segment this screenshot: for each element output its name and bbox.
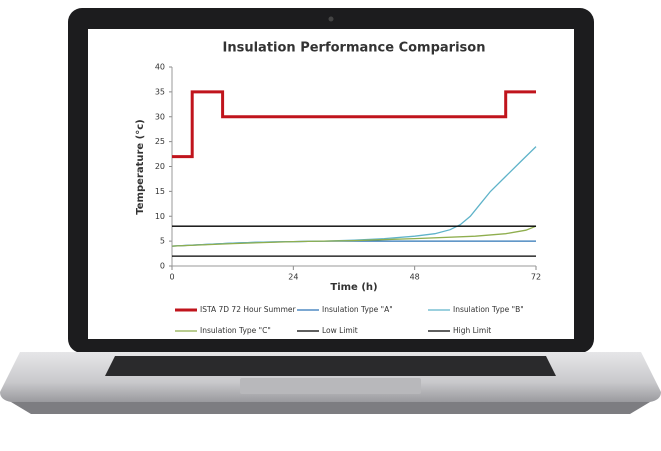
chart-title: Insulation Performance Comparison: [223, 41, 486, 56]
y-axis-label: Temperature (°c): [135, 119, 146, 214]
legend-label: Insulation Type "A": [322, 305, 393, 314]
page: Insulation Performance Comparison Temper…: [0, 0, 661, 446]
y-tick-label: 10: [155, 212, 165, 221]
y-tick-label: 40: [155, 63, 165, 72]
x-tick-label: 0: [169, 273, 174, 282]
legend-label: Low Limit: [322, 326, 358, 335]
x-axis-label: Time (h): [330, 282, 377, 293]
legend-label: Insulation Type "B": [453, 305, 524, 314]
keyboard: [105, 356, 556, 376]
base-edge: [11, 402, 650, 414]
x-tick-label: 24: [288, 273, 298, 282]
x-tick-label: 48: [410, 273, 420, 282]
y-tick-label: 5: [160, 237, 165, 246]
y-tick-label: 35: [155, 87, 165, 96]
y-tick-label: 20: [155, 162, 165, 171]
trackpad: [240, 378, 421, 394]
y-tick-label: 30: [155, 112, 165, 121]
legend-label: Insulation Type "C": [200, 326, 271, 335]
legend-label: ISTA 7D 72 Hour Summer: [200, 305, 297, 314]
legend-label: High Limit: [453, 326, 491, 335]
y-tick-label: 15: [155, 187, 165, 196]
camera: [329, 17, 334, 22]
x-tick-label: 72: [531, 273, 541, 282]
y-tick-label: 25: [155, 137, 165, 146]
y-tick-label: 0: [160, 262, 165, 271]
